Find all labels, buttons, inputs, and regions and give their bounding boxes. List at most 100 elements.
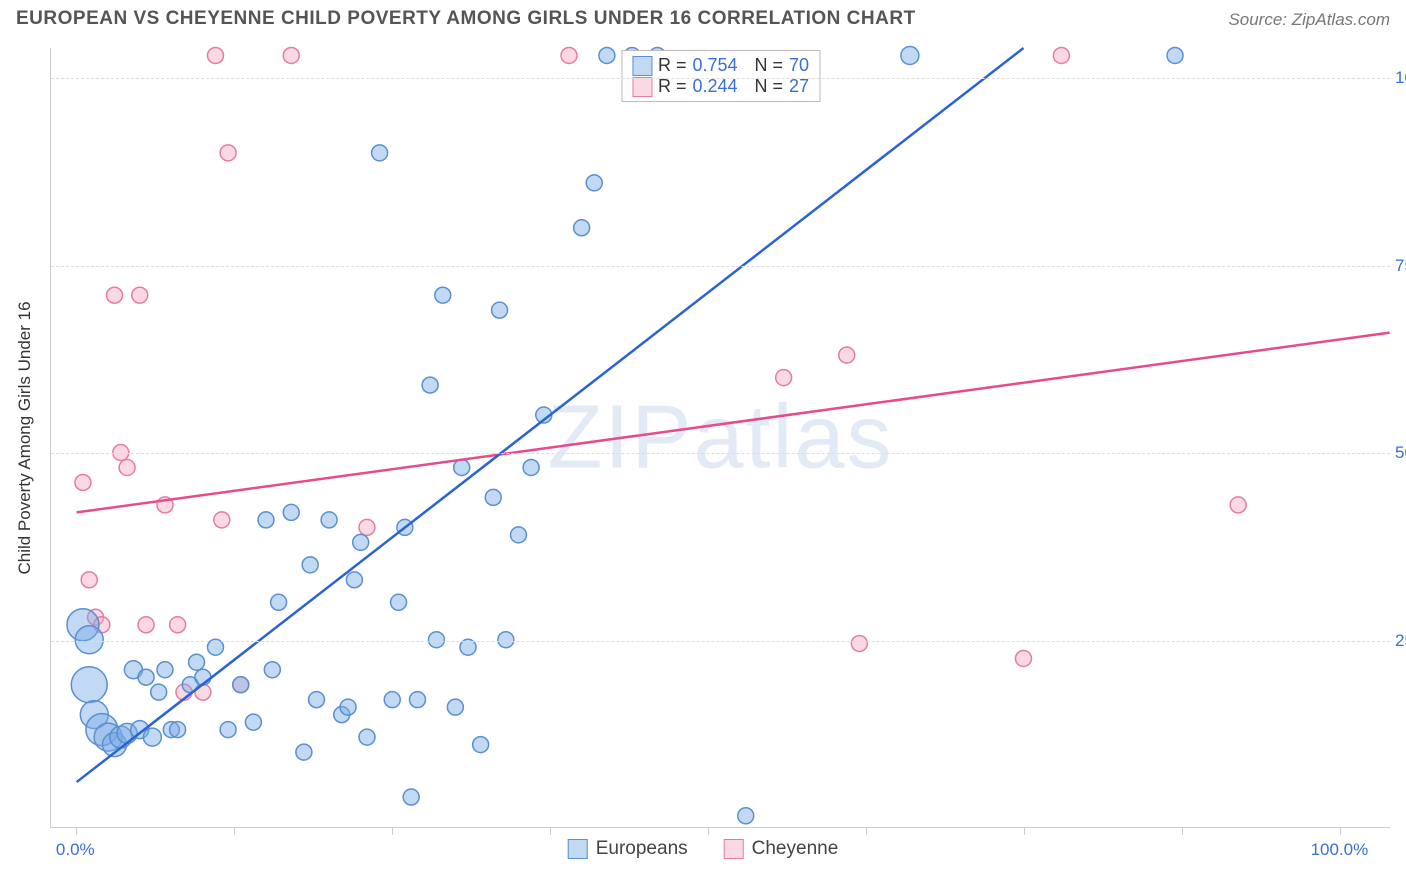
data-point bbox=[81, 572, 97, 588]
data-point bbox=[309, 692, 325, 708]
x-tick bbox=[1024, 827, 1025, 835]
data-point bbox=[151, 684, 167, 700]
data-point bbox=[1053, 48, 1069, 64]
data-point bbox=[561, 48, 577, 64]
stat-r-label: R = bbox=[658, 55, 687, 76]
data-point bbox=[586, 175, 602, 191]
data-point bbox=[75, 474, 91, 490]
data-point bbox=[143, 728, 161, 746]
data-point bbox=[574, 220, 590, 236]
stat-r-value: 0.244 bbox=[692, 76, 748, 97]
data-point bbox=[119, 459, 135, 475]
trend-line bbox=[77, 333, 1390, 513]
data-point bbox=[106, 287, 122, 303]
grid-line bbox=[51, 266, 1390, 267]
data-point bbox=[189, 654, 205, 670]
stat-n-value: 70 bbox=[789, 55, 809, 76]
data-point bbox=[71, 667, 107, 703]
data-point bbox=[422, 377, 438, 393]
data-point bbox=[245, 714, 261, 730]
data-point bbox=[302, 557, 318, 573]
data-point bbox=[359, 729, 375, 745]
data-point bbox=[454, 459, 470, 475]
stat-legend-row: R = 0.754 N = 70 bbox=[632, 55, 809, 76]
stat-r-value: 0.754 bbox=[692, 55, 748, 76]
data-point bbox=[492, 302, 508, 318]
data-point bbox=[283, 48, 299, 64]
data-point bbox=[258, 512, 274, 528]
legend-item: Cheyenne bbox=[724, 838, 839, 860]
data-point bbox=[157, 662, 173, 678]
data-point bbox=[384, 692, 400, 708]
legend-swatch bbox=[632, 56, 652, 76]
chart-title: EUROPEAN VS CHEYENNE CHILD POVERTY AMONG… bbox=[16, 8, 916, 30]
legend-swatch bbox=[724, 839, 744, 859]
legend-item: Europeans bbox=[568, 838, 688, 860]
x-tick bbox=[1340, 827, 1341, 835]
data-point bbox=[1230, 497, 1246, 513]
stat-legend-row: R = 0.244 N = 27 bbox=[632, 76, 809, 97]
stat-legend: R = 0.754 N = 70 R = 0.244 N = 27 bbox=[621, 50, 820, 102]
data-point bbox=[485, 489, 501, 505]
x-tick bbox=[392, 827, 393, 835]
data-point bbox=[138, 617, 154, 633]
data-point bbox=[901, 47, 919, 65]
data-point bbox=[359, 519, 375, 535]
data-point bbox=[340, 699, 356, 715]
data-point bbox=[511, 527, 527, 543]
grid-line bbox=[51, 78, 1390, 79]
data-point bbox=[321, 512, 337, 528]
data-point bbox=[435, 287, 451, 303]
data-point bbox=[1016, 650, 1032, 666]
chart-plot-area: Child Poverty Among Girls Under 16 ZIPat… bbox=[50, 48, 1390, 828]
grid-line bbox=[51, 453, 1390, 454]
source-attribution: Source: ZipAtlas.com bbox=[1228, 10, 1390, 30]
legend-label: Cheyenne bbox=[752, 838, 839, 860]
y-tick-label: 25.0% bbox=[1395, 631, 1406, 651]
x-tick bbox=[234, 827, 235, 835]
y-axis-label: Child Poverty Among Girls Under 16 bbox=[15, 301, 35, 574]
data-point bbox=[851, 635, 867, 651]
data-point bbox=[170, 617, 186, 633]
legend-swatch bbox=[568, 839, 588, 859]
x-tick bbox=[550, 827, 551, 835]
header-bar: EUROPEAN VS CHEYENNE CHILD POVERTY AMONG… bbox=[0, 0, 1406, 34]
y-tick-label: 75.0% bbox=[1395, 256, 1406, 276]
data-point bbox=[391, 594, 407, 610]
data-point bbox=[207, 639, 223, 655]
stat-n-label: N = bbox=[754, 55, 783, 76]
x-tick-label: 0.0% bbox=[56, 840, 95, 860]
scatter-svg bbox=[51, 48, 1390, 827]
data-point bbox=[776, 370, 792, 386]
x-tick bbox=[1182, 827, 1183, 835]
data-point bbox=[220, 722, 236, 738]
y-tick-label: 100.0% bbox=[1395, 68, 1406, 88]
data-point bbox=[410, 692, 426, 708]
x-tick bbox=[76, 827, 77, 835]
data-point bbox=[283, 504, 299, 520]
data-point bbox=[599, 48, 615, 64]
data-point bbox=[447, 699, 463, 715]
stat-r-label: R = bbox=[658, 76, 687, 97]
data-point bbox=[138, 669, 154, 685]
data-point bbox=[170, 722, 186, 738]
data-point bbox=[233, 677, 249, 693]
stat-n-value: 27 bbox=[789, 76, 809, 97]
data-point bbox=[296, 744, 312, 760]
grid-line bbox=[51, 641, 1390, 642]
data-point bbox=[271, 594, 287, 610]
y-tick-label: 50.0% bbox=[1395, 443, 1406, 463]
data-point bbox=[132, 287, 148, 303]
data-point bbox=[214, 512, 230, 528]
x-tick bbox=[708, 827, 709, 835]
data-point bbox=[372, 145, 388, 161]
legend-swatch bbox=[632, 77, 652, 97]
data-point bbox=[523, 459, 539, 475]
data-point bbox=[264, 662, 280, 678]
data-point bbox=[839, 347, 855, 363]
data-point bbox=[346, 572, 362, 588]
data-point bbox=[1167, 48, 1183, 64]
data-point bbox=[460, 639, 476, 655]
data-point bbox=[738, 808, 754, 824]
data-point bbox=[220, 145, 236, 161]
